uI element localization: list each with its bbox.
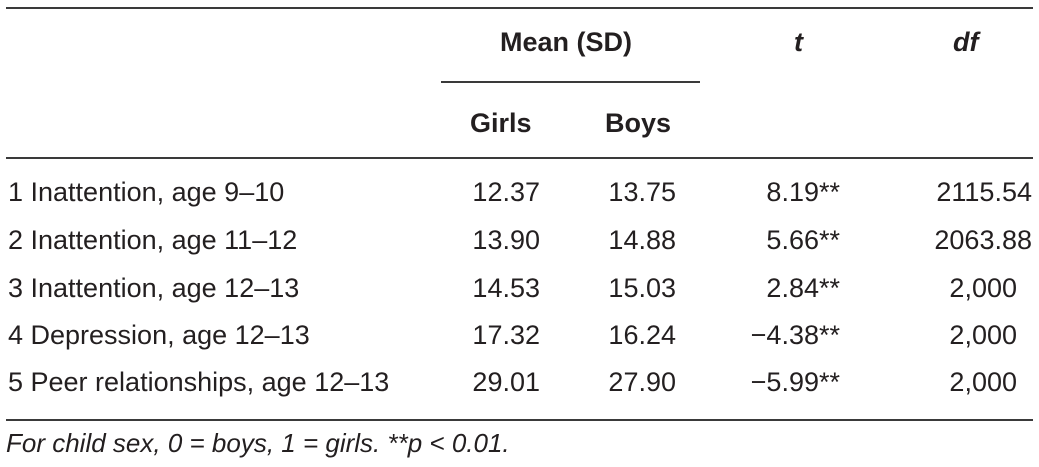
table-footnote: For child sex, 0 = boys, 1 = girls. **p … (6, 428, 510, 458)
boys-value: 15.03 (608, 273, 676, 303)
girls-value: 29.01 (472, 367, 540, 397)
girls-value: 17.32 (472, 320, 540, 350)
row-label: 3 Inattention, age 12–13 (8, 273, 300, 303)
df-value: 2,000 (949, 320, 1017, 350)
t-value: −5.99** (750, 367, 840, 397)
mean-sd-span-rule (441, 81, 700, 83)
boys-value: 27.90 (608, 367, 676, 397)
header-bottom-rule (6, 157, 1033, 159)
header-girls: Girls (470, 108, 532, 138)
header-df: df (953, 27, 979, 57)
row-label: 4 Depression, age 12–13 (8, 320, 310, 350)
row-label: 5 Peer relationships, age 12–13 (8, 367, 390, 397)
df-value: 2,000 (949, 367, 1017, 397)
girls-value: 12.37 (472, 177, 540, 207)
t-value: 2.84** (766, 273, 840, 303)
boys-value: 13.75 (608, 177, 676, 207)
row-label: 1 Inattention, age 9–10 (8, 177, 285, 207)
t-value: −4.38** (750, 320, 840, 350)
top-rule (6, 7, 1033, 9)
girls-value: 13.90 (472, 225, 540, 255)
girls-value: 14.53 (472, 273, 540, 303)
df-value: 2063.88 (934, 225, 1032, 255)
boys-value: 14.88 (608, 225, 676, 255)
df-value: 2115.54 (936, 177, 1032, 207)
header-boys: Boys (605, 108, 672, 138)
boys-value: 16.24 (608, 320, 676, 350)
header-mean-sd: Mean (SD) (500, 27, 633, 57)
t-value: 8.19** (766, 177, 840, 207)
row-label: 2 Inattention, age 11–12 (8, 225, 298, 255)
df-value: 2,000 (949, 273, 1017, 303)
t-value: 5.66** (766, 225, 840, 255)
bottom-rule (6, 419, 1033, 421)
header-t: t (794, 27, 803, 57)
